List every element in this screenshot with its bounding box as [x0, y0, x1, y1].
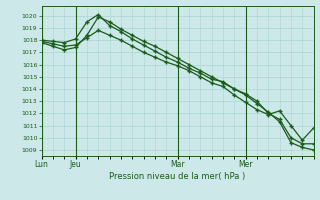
X-axis label: Pression niveau de la mer( hPa ): Pression niveau de la mer( hPa )	[109, 172, 246, 181]
